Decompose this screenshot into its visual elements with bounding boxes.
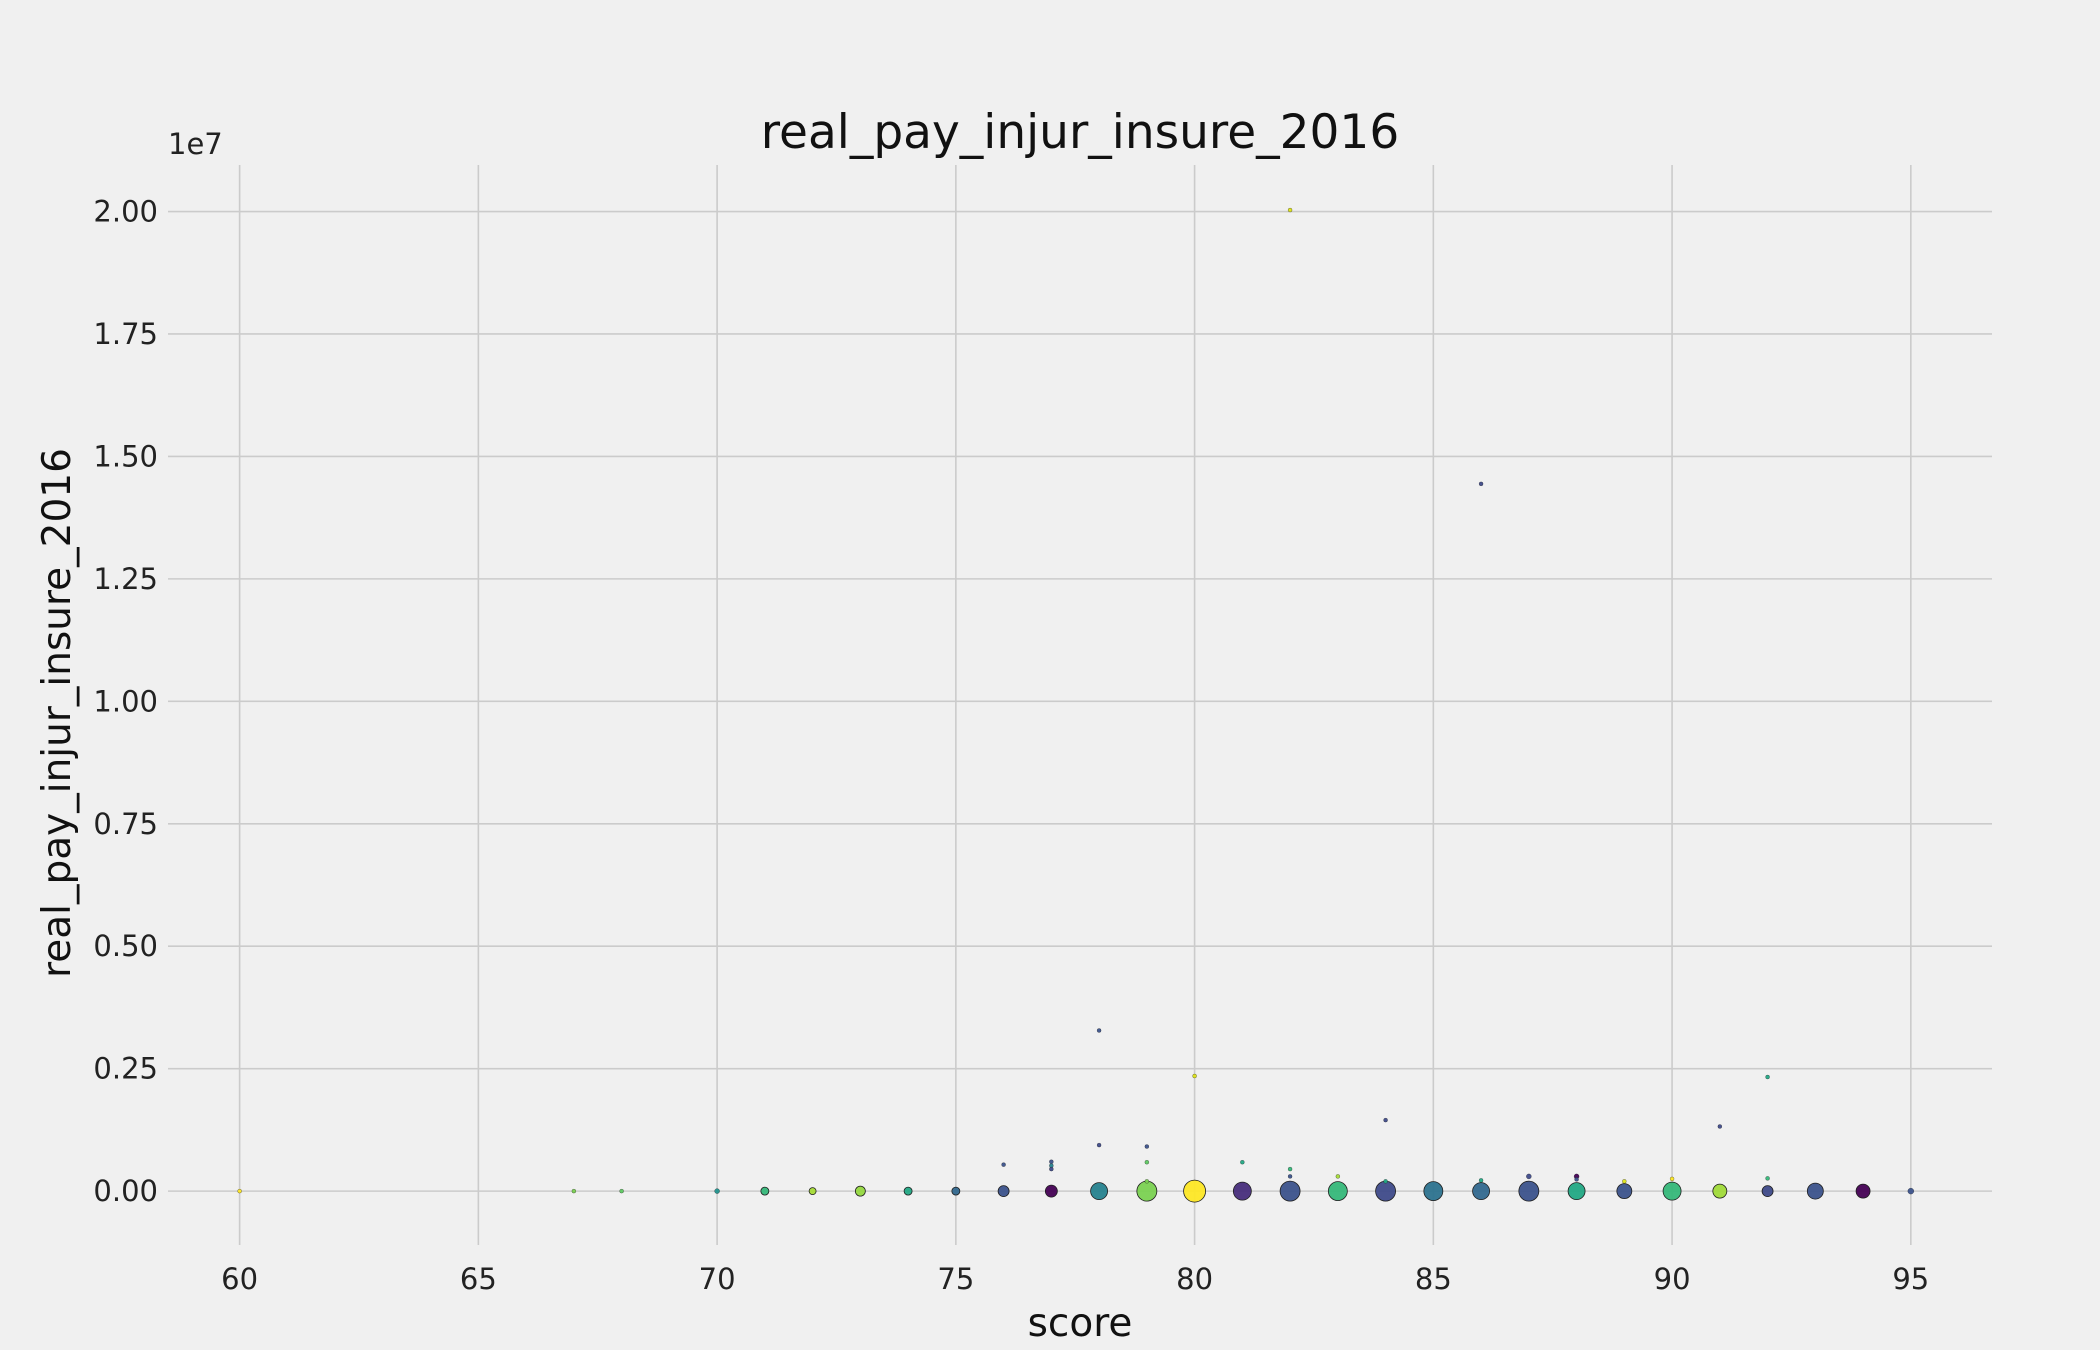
scatter-point xyxy=(1144,1160,1149,1165)
scatter-point xyxy=(1622,1179,1627,1184)
scatter-point xyxy=(1806,1182,1824,1200)
scatter-point xyxy=(808,1187,817,1196)
scatter-point xyxy=(1478,1178,1484,1183)
scatter-point xyxy=(1090,1182,1108,1201)
y-tick-labels: 0.00 0.25 0.50 0.75 1.00 1.25 1.50 1.75 2.00 xyxy=(93,195,158,1209)
scatter-point xyxy=(1136,1180,1158,1202)
scatter-point xyxy=(1574,1177,1579,1182)
scatter-point xyxy=(1287,207,1293,213)
scatter-point xyxy=(1526,1173,1532,1180)
scatter-point xyxy=(1472,1182,1490,1201)
data-points xyxy=(237,207,1914,1203)
scatter-point xyxy=(1717,1124,1722,1129)
y-axis-label: real_pay_injur_insure_2016 xyxy=(35,448,80,978)
scatter-point xyxy=(1662,1181,1682,1201)
scatter-point xyxy=(760,1186,770,1196)
x-tick-label: 75 xyxy=(937,1262,974,1296)
scatter-point xyxy=(1279,1180,1301,1202)
scatter-point xyxy=(1044,1184,1058,1198)
scatter-point xyxy=(237,1188,242,1194)
scatter-point xyxy=(1518,1180,1540,1202)
y-tick-label: 1.50 xyxy=(93,439,158,473)
scatter-point xyxy=(1616,1183,1633,1200)
scatter-point xyxy=(1183,1179,1206,1203)
scatter-point xyxy=(903,1186,913,1196)
scatter-point xyxy=(1232,1181,1252,1201)
grid-lines xyxy=(168,165,1992,1245)
scatter-point xyxy=(1765,1176,1770,1181)
scatter-point xyxy=(1049,1159,1054,1164)
x-tick-label: 90 xyxy=(1654,1262,1691,1296)
x-tick-label: 85 xyxy=(1415,1262,1452,1296)
scatter-point xyxy=(1287,1166,1293,1172)
scatter-point xyxy=(1423,1181,1444,1202)
scatter-point xyxy=(1144,1179,1149,1184)
scatter-point xyxy=(1712,1183,1728,1199)
scatter-point xyxy=(1096,1142,1102,1148)
y-tick-label: 0.75 xyxy=(93,807,158,841)
y-tick-label: 0.00 xyxy=(93,1174,158,1208)
scatter-point xyxy=(1049,1166,1054,1172)
scatter-point xyxy=(571,1188,577,1194)
scatter-point xyxy=(1144,1144,1149,1149)
x-tick-label: 65 xyxy=(460,1262,497,1296)
scatter-point xyxy=(1669,1176,1675,1182)
scatter-point xyxy=(1096,1028,1102,1033)
y-tick-label: 1.25 xyxy=(93,562,158,596)
scatter-point xyxy=(1383,1179,1388,1184)
scatter-point xyxy=(619,1188,624,1194)
x-tick-label: 95 xyxy=(1892,1262,1929,1296)
scatter-point xyxy=(1287,1174,1293,1179)
scatter-point xyxy=(1765,1074,1770,1080)
scatter-point xyxy=(997,1185,1010,1198)
scatter-point xyxy=(951,1186,961,1196)
y-tick-label: 0.25 xyxy=(93,1052,158,1086)
scatter-point xyxy=(714,1188,720,1194)
scatter-point xyxy=(1375,1180,1396,1202)
scatter-point xyxy=(1907,1187,1914,1195)
x-tick-label: 80 xyxy=(1176,1262,1213,1296)
scatter-point xyxy=(1240,1160,1245,1165)
y-offset-label: 1e7 xyxy=(168,127,223,161)
scatter-point xyxy=(1761,1185,1774,1198)
scatter-point xyxy=(1327,1181,1348,1202)
y-tick-label: 2.00 xyxy=(93,195,158,229)
y-tick-label: 1.00 xyxy=(93,684,158,718)
x-tick-label: 60 xyxy=(221,1262,258,1296)
y-tick-label: 1.75 xyxy=(93,317,158,351)
scatter-point xyxy=(1001,1162,1006,1167)
scatter-point xyxy=(854,1185,866,1197)
scatter-point xyxy=(1192,1073,1197,1079)
scatter-point xyxy=(1335,1174,1340,1179)
scatter-point xyxy=(1567,1182,1586,1201)
scatter-point xyxy=(1478,481,1484,487)
x-tick-labels: 60 65 70 75 80 85 90 95 xyxy=(221,1262,1929,1296)
scatter-point xyxy=(1855,1183,1871,1199)
x-tick-label: 70 xyxy=(699,1262,736,1296)
y-tick-label: 0.50 xyxy=(93,929,158,963)
x-axis-label: score xyxy=(1028,1301,1133,1346)
chart-title: real_pay_injur_insure_2016 xyxy=(761,105,1399,160)
scatter-point xyxy=(1383,1117,1388,1123)
